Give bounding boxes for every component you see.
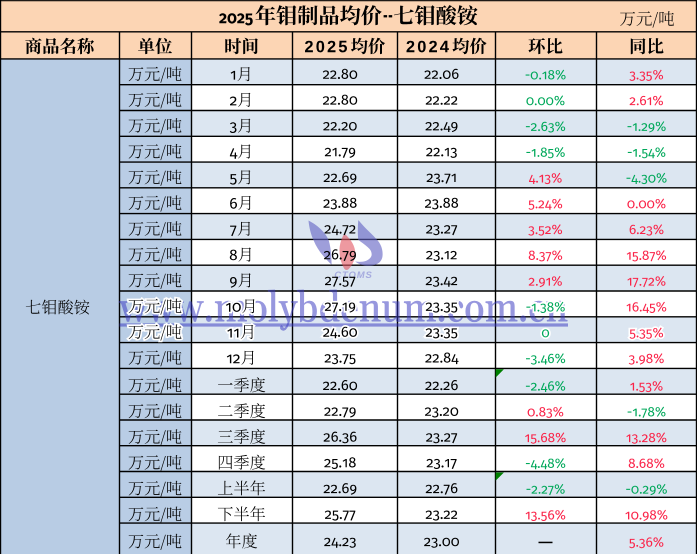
svg-text:CTOMS: CTOMS [334, 270, 372, 281]
